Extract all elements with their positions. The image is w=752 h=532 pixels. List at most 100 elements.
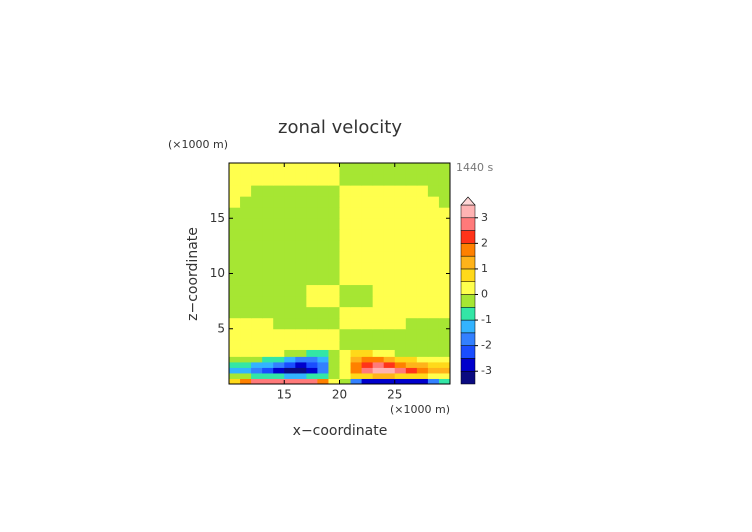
contour-cell xyxy=(438,317,451,330)
contour-cell xyxy=(273,185,285,197)
contour-cell xyxy=(240,273,252,286)
contour-cell xyxy=(328,361,340,368)
contour-cell xyxy=(394,218,407,230)
contour-cell xyxy=(350,284,363,297)
contour-cell xyxy=(372,284,385,297)
contour-cell xyxy=(273,339,285,350)
contour-cell xyxy=(317,218,329,230)
contour-cell xyxy=(229,356,241,363)
contour-cell xyxy=(372,356,385,363)
contour-cell xyxy=(416,273,429,286)
contour-cell xyxy=(317,273,329,286)
contour-cell xyxy=(229,349,241,357)
contour-cell xyxy=(229,185,241,197)
contour-cell xyxy=(328,356,340,363)
contour-cell xyxy=(284,174,296,186)
contour-cell xyxy=(339,378,352,385)
contour-cell xyxy=(438,229,451,241)
contour-cell xyxy=(438,240,451,252)
contour-cell xyxy=(229,367,241,374)
contour-cell xyxy=(295,251,307,263)
contour-cell xyxy=(361,262,374,274)
contour-cell xyxy=(394,185,407,197)
colorbar-swatch xyxy=(460,243,476,257)
x-tick-label: 25 xyxy=(387,388,402,402)
contour-cell xyxy=(306,317,318,330)
contour-cell xyxy=(262,306,274,319)
contour-cell xyxy=(284,251,296,263)
contour-cell xyxy=(416,372,429,379)
colorbar-swatch xyxy=(460,370,476,385)
contour-cell xyxy=(328,218,340,230)
contour-cell xyxy=(306,185,318,197)
contour-cell xyxy=(438,349,451,357)
contour-cell xyxy=(416,306,429,319)
contour-cell xyxy=(262,349,274,357)
contour-cell xyxy=(394,317,407,330)
contour-cell xyxy=(240,207,252,219)
colorbar-tick-label: 0 xyxy=(481,288,488,301)
contour-cell xyxy=(284,349,296,357)
contour-cell xyxy=(427,284,440,297)
contour-cell xyxy=(295,356,307,363)
contour-cell xyxy=(350,328,363,341)
contour-cell xyxy=(350,174,363,186)
contour-cell xyxy=(394,262,407,274)
time-label: 1440 s xyxy=(456,161,493,174)
contour-cell xyxy=(273,196,285,208)
contour-cell xyxy=(295,284,307,297)
contour-cell xyxy=(372,240,385,252)
contour-cell xyxy=(284,196,296,208)
contour-cell xyxy=(317,317,329,330)
contour-cell xyxy=(240,349,252,357)
contour-cell xyxy=(350,218,363,230)
colorbar-tick-label: 2 xyxy=(481,236,488,249)
contour-cell xyxy=(262,273,274,286)
contour-cell xyxy=(284,367,296,374)
colorbar-tick-label: 3 xyxy=(481,211,488,224)
contour-cell xyxy=(317,378,329,385)
contour-cell xyxy=(438,339,451,350)
contour-cell xyxy=(317,367,329,374)
contour-cell xyxy=(361,295,374,308)
contour-cell xyxy=(317,196,329,208)
contour-cell xyxy=(438,295,451,308)
contour-cell xyxy=(372,306,385,319)
contour-cell xyxy=(372,251,385,263)
contour-cell xyxy=(427,378,440,385)
contour-cell xyxy=(372,273,385,286)
contour-cell xyxy=(438,262,451,274)
contour-cell xyxy=(273,378,285,385)
contour-cell xyxy=(416,367,429,374)
contour-cell xyxy=(306,349,318,357)
contour-cell xyxy=(273,361,285,368)
contour-cell xyxy=(262,339,274,350)
contour-cell xyxy=(317,306,329,319)
contour-cell xyxy=(328,262,340,274)
contour-cell xyxy=(229,339,241,350)
contour-cell xyxy=(339,273,352,286)
contour-cell xyxy=(372,372,385,379)
y-tick-label: 10 xyxy=(210,266,225,280)
contour-cell xyxy=(328,295,340,308)
contour-cell xyxy=(350,196,363,208)
contour-cell xyxy=(317,284,329,297)
contour-cell xyxy=(339,284,352,297)
contour-cell xyxy=(339,339,352,350)
contour-cell xyxy=(240,372,252,379)
y-tick-label: 5 xyxy=(217,321,225,335)
contour-cell xyxy=(295,339,307,350)
contour-cell xyxy=(317,163,329,175)
contour-cell xyxy=(251,218,263,230)
colorbar-swatch xyxy=(460,268,476,282)
chart-title: zonal velocity xyxy=(278,117,402,138)
contour-cell xyxy=(405,251,418,263)
contour-cell xyxy=(284,317,296,330)
contour-cell xyxy=(229,251,241,263)
contour-cell xyxy=(339,372,352,379)
contour-cell xyxy=(350,163,363,175)
colorbar-tick-label: -1 xyxy=(481,313,492,326)
contour-cell xyxy=(306,273,318,286)
contour-cell xyxy=(405,349,418,357)
contour-cell xyxy=(339,196,352,208)
